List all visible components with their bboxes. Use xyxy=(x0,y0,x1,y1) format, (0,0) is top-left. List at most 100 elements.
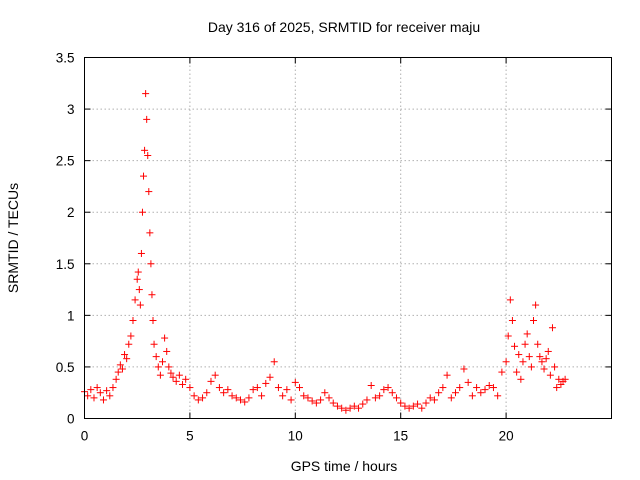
data-point xyxy=(422,399,430,407)
data-point xyxy=(468,392,476,400)
data-point xyxy=(513,368,521,376)
data-point xyxy=(169,373,177,381)
data-point xyxy=(494,392,502,400)
y-axis-label: SRMTID / TECUs xyxy=(5,183,21,293)
data-point xyxy=(112,375,120,383)
data-point xyxy=(163,347,171,355)
data-point xyxy=(103,387,111,395)
data-point xyxy=(405,404,413,412)
data-point xyxy=(367,381,375,389)
data-point xyxy=(203,389,211,397)
data-point xyxy=(477,389,485,397)
data-point xyxy=(376,392,384,400)
data-point xyxy=(544,347,552,355)
data-point xyxy=(165,363,173,371)
data-point xyxy=(397,399,405,407)
data-point xyxy=(300,392,308,400)
data-point xyxy=(161,334,169,342)
chart-title: Day 316 of 2025, SRMTID for receiver maj… xyxy=(208,19,480,35)
data-point xyxy=(148,291,156,299)
data-point xyxy=(447,394,455,402)
data-point xyxy=(175,371,183,379)
data-point xyxy=(121,351,129,359)
x-tick-label: 15 xyxy=(393,429,408,444)
data-point xyxy=(530,317,538,325)
data-point xyxy=(443,371,451,379)
data-point xyxy=(262,379,270,387)
data-point xyxy=(325,394,333,402)
data-point xyxy=(312,399,320,407)
data-point xyxy=(435,389,443,397)
data-point xyxy=(224,386,232,394)
data-point xyxy=(485,381,493,389)
data-point xyxy=(99,396,107,404)
data-point xyxy=(186,384,194,392)
data-point xyxy=(149,317,157,325)
data-point xyxy=(291,378,299,386)
data-point xyxy=(506,296,514,304)
data-point xyxy=(521,340,529,348)
data-point xyxy=(456,384,464,392)
data-point xyxy=(538,358,546,366)
data-point xyxy=(392,394,400,402)
data-point xyxy=(93,384,101,392)
data-point xyxy=(508,317,516,325)
data-point xyxy=(90,394,98,402)
grid-lines xyxy=(84,57,612,419)
data-point xyxy=(141,146,149,154)
data-point xyxy=(401,402,409,410)
plot-frame xyxy=(84,57,612,419)
data-point xyxy=(464,378,472,386)
data-point xyxy=(118,365,126,373)
data-point xyxy=(96,389,104,397)
data-point xyxy=(551,363,559,371)
data-point xyxy=(158,358,166,366)
data-point xyxy=(232,394,240,402)
data-point xyxy=(182,375,190,383)
data-point xyxy=(167,369,175,377)
data-point xyxy=(249,386,257,394)
data-point xyxy=(131,296,139,304)
data-point xyxy=(109,384,117,392)
data-point xyxy=(511,342,519,350)
data-point xyxy=(555,375,563,383)
data-point xyxy=(258,392,266,400)
data-point xyxy=(199,394,207,402)
data-point xyxy=(304,394,312,402)
data-point xyxy=(143,115,151,123)
data-point xyxy=(333,402,341,410)
data-point xyxy=(172,377,180,385)
data-point xyxy=(266,373,274,381)
data-point xyxy=(388,389,396,397)
data-point xyxy=(194,396,202,404)
data-point xyxy=(129,317,137,325)
data-point xyxy=(287,396,295,404)
data-point xyxy=(515,351,523,359)
data-point xyxy=(125,340,133,348)
data-point xyxy=(414,400,422,408)
data-point xyxy=(144,151,152,159)
data-point xyxy=(142,90,150,98)
x-tick-label: 20 xyxy=(499,429,514,444)
y-tick-label: 0.5 xyxy=(56,360,75,375)
data-point xyxy=(452,389,460,397)
data-point xyxy=(498,368,506,376)
data-point xyxy=(152,353,160,361)
data-point xyxy=(430,396,438,404)
x-tick-label: 10 xyxy=(288,429,303,444)
data-point xyxy=(236,396,244,404)
data-point xyxy=(553,384,561,392)
data-point xyxy=(190,392,198,400)
data-point xyxy=(127,332,135,340)
data-point xyxy=(504,332,512,340)
data-point xyxy=(116,361,124,369)
data-point xyxy=(146,229,154,237)
data-point xyxy=(123,355,131,363)
data-point xyxy=(418,404,426,412)
data-point xyxy=(220,389,228,397)
data-point xyxy=(207,377,215,385)
data-point xyxy=(481,386,489,394)
data-point xyxy=(145,188,153,196)
data-point xyxy=(135,286,143,294)
